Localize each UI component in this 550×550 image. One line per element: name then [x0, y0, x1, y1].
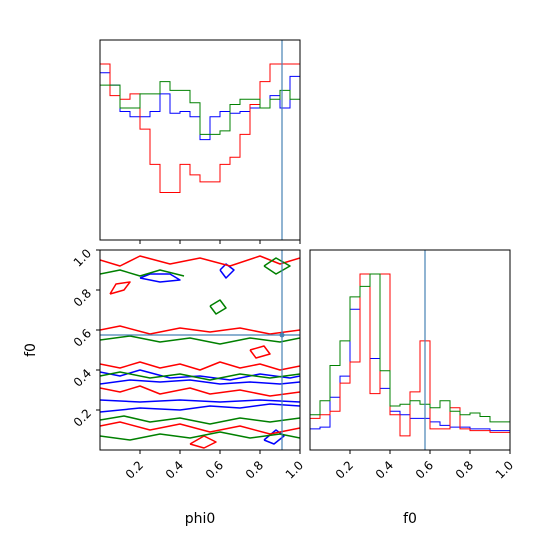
contour-xtick-label-2: 0.6 [203, 458, 226, 481]
f0-histogram-series-1 [310, 273, 510, 450]
contour-xtick-label-0: 0.2 [123, 458, 146, 481]
contour-series-2-path-5 [263, 257, 291, 275]
tick-marks: 0.2 0.4 0.6 0.8 1.0 0.2 0.4 0.6 0.8 1.0 0.2 0.4 0.6 0… [71, 240, 516, 482]
contour-series-1-path-1 [100, 385, 300, 397]
f0-hist-xtick-label-0: 0.2 [333, 458, 356, 481]
phi0-histogram-series-1 [100, 63, 300, 240]
contour-ytick-label-2: 0.6 [71, 326, 94, 349]
f0-hist-xtick-label-3: 0.8 [453, 458, 476, 481]
contour-series-1-path-0 [100, 361, 300, 371]
f0-histogram-series-2 [310, 273, 510, 450]
phi0-histogram-series-2 [100, 81, 300, 240]
contour-series-2-path-0 [100, 371, 300, 381]
contour-ytick-label-3: 0.8 [71, 286, 94, 309]
y-axis-label-f0: f0 [23, 343, 39, 357]
x-axis-label-f0: f0 [403, 511, 417, 527]
f0-hist-xtick-label-2: 0.6 [413, 458, 436, 481]
contour-series-1-path-5 [109, 281, 131, 295]
contour-xtick-label-3: 0.8 [243, 458, 266, 481]
contour-xtick-label-4: 1.0 [283, 458, 306, 481]
contour-xtick-label-1: 0.4 [163, 458, 186, 481]
phi0-histogram-panel [100, 40, 300, 240]
contour-series-2-path-3 [100, 335, 300, 345]
contour-series-0-path-1 [100, 379, 300, 385]
phi0-histogram-frame [99, 39, 301, 241]
contour-truth-point [279, 332, 285, 338]
phi0-f0-contour-panel [100, 250, 300, 450]
contour-series-1-path-3 [100, 255, 300, 267]
f0-histogram-frame [309, 249, 511, 451]
contour-series-1-path-6 [189, 435, 217, 449]
contour-ytick-label-0: 0.2 [71, 406, 94, 429]
contour-ytick-label-4: 1.0 [71, 246, 94, 269]
contour-series-1-path-7 [249, 345, 271, 359]
contour-series-2-path-1 [100, 415, 300, 425]
contour-series-0-path-2 [100, 403, 300, 413]
contour-series-0-path-6 [219, 263, 235, 279]
f0-histogram-panel [310, 250, 510, 450]
f0-hist-xtick-label-4: 1.0 [493, 458, 516, 481]
contour-series-1-path-2 [100, 325, 300, 335]
f0-hist-xtick-label-1: 0.4 [373, 458, 396, 481]
contour-series-1-path-4 [100, 421, 300, 435]
contour-series-2-path-6 [209, 299, 227, 315]
contour-series-2-path-2 [100, 431, 300, 441]
contour-series-2-path-4 [100, 269, 185, 277]
contour-series-0-path-3 [100, 399, 300, 403]
contour-series-0-path-4 [139, 273, 181, 283]
contour-ytick-label-1: 0.4 [71, 366, 94, 389]
contour-frame [99, 249, 301, 451]
x-axis-label-phi0: phi0 [185, 511, 216, 527]
